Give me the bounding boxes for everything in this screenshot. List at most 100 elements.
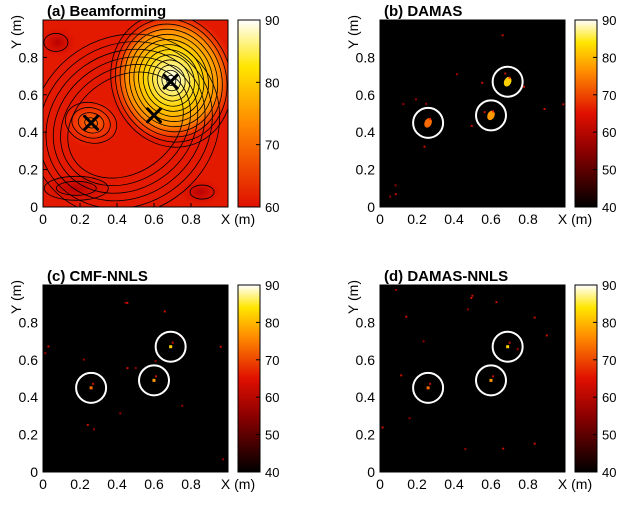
source-circle	[475, 99, 507, 132]
colorbar-tick-label: 90	[265, 13, 279, 28]
map-background	[380, 20, 565, 207]
contour	[156, 64, 186, 97]
contour	[71, 107, 111, 139]
y-tick-label: 0.4	[19, 124, 39, 140]
source-blob	[169, 345, 173, 349]
speckle	[402, 103, 405, 106]
x-tick-label: 0	[376, 211, 384, 227]
colorbar-tick-label: 40	[265, 465, 279, 480]
y-tick-label: 0	[367, 464, 375, 480]
speckle	[134, 367, 137, 370]
y-tick-label: 0.2	[19, 162, 39, 178]
source-blob	[487, 110, 495, 121]
source-circle	[412, 371, 445, 404]
speckle	[501, 34, 504, 37]
y-tick-label: 0.4	[356, 124, 376, 140]
x-axis-label: X (m)	[558, 476, 592, 492]
plot-area	[380, 20, 565, 207]
speckle	[82, 358, 85, 361]
x-tick-label: 0.4	[444, 211, 464, 227]
x-tick-label: 0	[376, 476, 384, 492]
speckle	[533, 316, 536, 319]
source-blob	[489, 378, 493, 382]
low-region	[178, 178, 223, 207]
x-axis-label: X (m)	[221, 476, 255, 492]
x-tick-label: 0.4	[107, 211, 127, 227]
colorbar	[574, 284, 598, 473]
y-tick-label: 0.8	[19, 49, 39, 65]
speckle	[86, 423, 89, 426]
speckle	[481, 81, 484, 84]
source-blob	[508, 76, 511, 79]
colorbar-tick-label: 90	[265, 278, 279, 293]
x-tick-label: 0.6	[481, 211, 501, 227]
speckle	[126, 301, 129, 304]
x-tick-label: 0.2	[70, 211, 90, 227]
y-tick-label: 0.4	[19, 389, 39, 405]
speckle	[522, 85, 525, 88]
speckle	[423, 145, 426, 148]
colorbar-tick-label: 40	[602, 200, 616, 215]
plot-area	[43, 285, 228, 472]
colorbar-tick-label: 90	[602, 13, 616, 28]
y-tick-label: 0	[30, 199, 38, 215]
source-blob	[429, 382, 432, 385]
colorbar-tick-label: 50	[265, 428, 279, 443]
speckles	[389, 34, 565, 198]
contour	[77, 112, 105, 134]
map-background	[380, 285, 565, 472]
colorbar	[237, 19, 261, 208]
panel-title: (a) Beamforming	[47, 3, 166, 20]
contour	[60, 64, 191, 187]
y-tick-label: 0.8	[356, 49, 376, 65]
speckle	[502, 447, 505, 450]
speckle	[464, 448, 467, 451]
contour	[147, 54, 195, 107]
speckle	[93, 428, 96, 431]
y-axis-label: Y (m)	[8, 15, 24, 49]
plot-area	[43, 20, 228, 207]
speckle	[44, 352, 47, 355]
speckle	[119, 412, 122, 415]
y-tick-label: 0.6	[356, 352, 376, 368]
x-tick-label: 0.8	[518, 211, 538, 227]
speckle	[470, 296, 473, 299]
x-tick-label: 0	[39, 211, 47, 227]
x-tick-label: 0.8	[181, 476, 201, 492]
speckle	[400, 374, 403, 377]
contour	[114, 20, 228, 143]
colorbar-tick-label: 80	[265, 315, 279, 330]
speckle	[425, 102, 428, 105]
contour	[84, 117, 98, 129]
colorbar-tick-label: 70	[602, 88, 616, 103]
source-blob	[155, 375, 157, 378]
colorbar-tick-label: 50	[602, 428, 616, 443]
plot-area	[380, 285, 565, 472]
source-blob	[89, 386, 93, 390]
x-axis-label: X (m)	[558, 211, 592, 227]
x-tick-label: 0.6	[481, 476, 501, 492]
speckle	[222, 458, 225, 461]
speckle	[154, 360, 157, 363]
y-axis-label: Y (m)	[345, 280, 361, 314]
y-tick-label: 0.2	[19, 427, 39, 443]
x-tick-label: 0.6	[144, 211, 164, 227]
contour	[142, 49, 200, 112]
speckle	[456, 73, 459, 76]
axes-frame	[42, 284, 229, 473]
x-tick-label: 0.6	[144, 476, 164, 492]
source-circle	[491, 330, 524, 363]
source-blob	[171, 341, 174, 344]
contour	[161, 69, 181, 92]
axes-frame	[42, 19, 229, 208]
speckle	[516, 348, 519, 351]
y-tick-label: 0.2	[356, 427, 376, 443]
source-blob	[492, 375, 494, 378]
y-tick-label: 0	[367, 199, 375, 215]
speckle	[545, 334, 548, 337]
source-blob	[492, 110, 494, 113]
contour-lines	[43, 20, 228, 207]
y-tick-label: 0.4	[356, 389, 376, 405]
source-marker	[146, 107, 162, 124]
source-blob	[152, 378, 156, 382]
